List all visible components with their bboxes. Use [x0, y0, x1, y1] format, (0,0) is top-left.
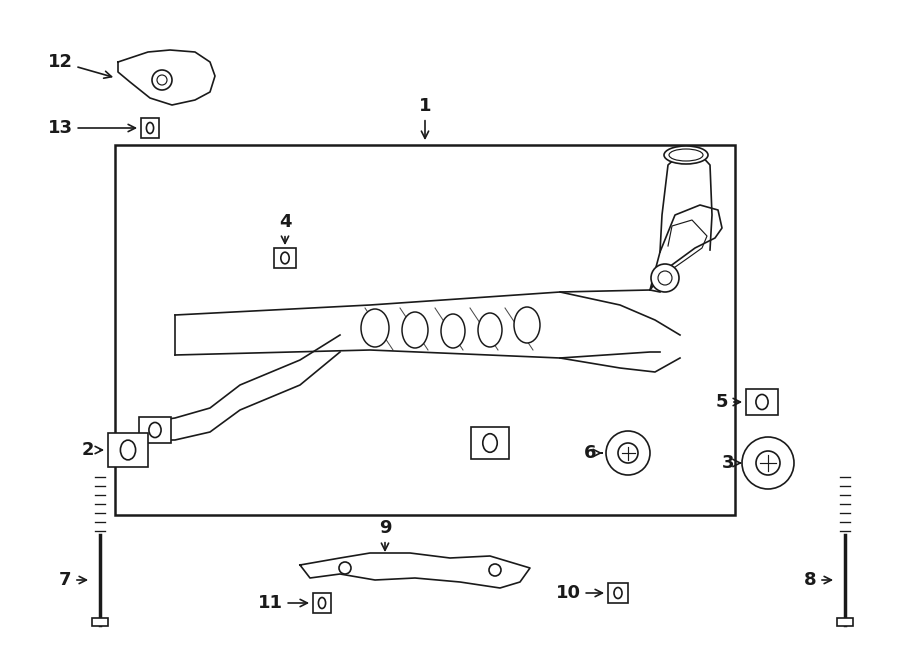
Ellipse shape [281, 253, 289, 264]
Ellipse shape [669, 149, 703, 161]
Circle shape [618, 443, 638, 463]
Circle shape [152, 70, 172, 90]
Text: 10: 10 [555, 584, 602, 602]
Bar [313, 593, 331, 613]
Ellipse shape [147, 122, 154, 134]
Bar [837, 618, 853, 626]
Circle shape [658, 271, 672, 285]
Circle shape [756, 451, 780, 475]
Circle shape [651, 264, 679, 292]
Bar [115, 145, 735, 515]
Ellipse shape [319, 598, 326, 609]
Circle shape [606, 431, 650, 475]
Bar [108, 433, 148, 467]
Text: 7: 7 [58, 571, 86, 589]
Bar [139, 417, 171, 443]
Text: 11: 11 [257, 594, 308, 612]
Text: 4: 4 [279, 213, 292, 243]
Text: 1: 1 [418, 97, 431, 138]
Ellipse shape [148, 422, 161, 438]
Text: 5: 5 [716, 393, 741, 411]
Bar [746, 389, 778, 415]
Text: 12: 12 [48, 53, 112, 78]
Text: 2: 2 [82, 441, 103, 459]
Text: 6: 6 [584, 444, 602, 462]
Ellipse shape [614, 588, 622, 598]
Ellipse shape [361, 309, 389, 347]
Ellipse shape [121, 440, 136, 460]
Text: 3: 3 [722, 454, 741, 472]
Text: 13: 13 [48, 119, 135, 137]
Bar [92, 618, 108, 626]
Text: 9: 9 [379, 519, 392, 551]
Bar [608, 583, 628, 603]
Circle shape [742, 437, 794, 489]
Circle shape [157, 75, 167, 85]
Ellipse shape [478, 313, 502, 347]
Ellipse shape [441, 314, 465, 348]
Text: 8: 8 [804, 571, 832, 589]
Ellipse shape [482, 434, 497, 452]
Circle shape [489, 564, 501, 576]
Ellipse shape [664, 146, 708, 164]
Bar [274, 248, 296, 268]
Ellipse shape [756, 395, 768, 410]
Bar [141, 118, 159, 138]
Ellipse shape [514, 307, 540, 343]
Ellipse shape [402, 312, 428, 348]
Circle shape [339, 562, 351, 574]
Bar [471, 427, 509, 459]
